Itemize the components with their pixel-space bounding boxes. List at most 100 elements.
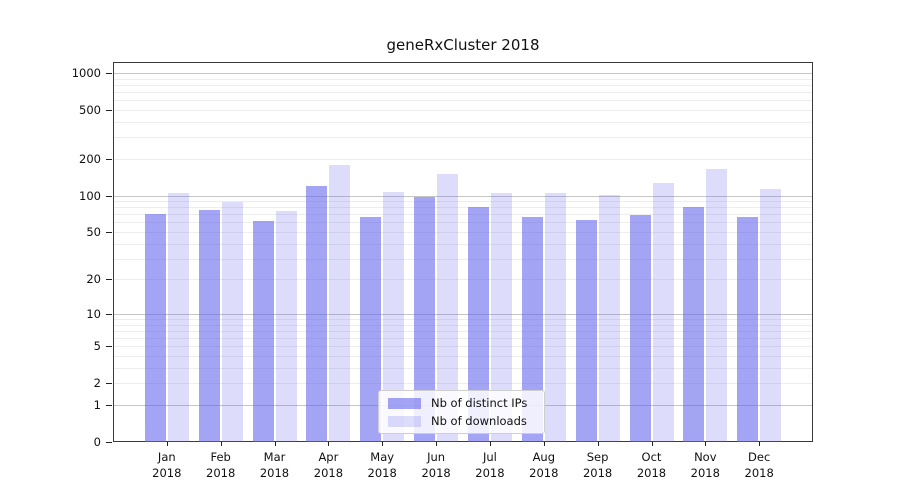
x-tick-mark (489, 442, 491, 446)
y-tick-label: 50 (86, 224, 101, 239)
minor-gridline (114, 330, 812, 332)
bar-downloads (490, 193, 512, 442)
minor-gridline (114, 319, 812, 321)
x-tick-label: Sep 2018 (582, 450, 613, 480)
bar-downloads (544, 192, 566, 442)
x-tick-mark (597, 442, 599, 446)
y-tick-label: 2 (93, 376, 101, 391)
bar-distinct-ips (198, 210, 220, 442)
minor-gridline (114, 92, 812, 94)
bar-distinct-ips (629, 215, 651, 442)
bar-downloads (221, 202, 243, 442)
bar-distinct-ips (575, 219, 597, 442)
bar-distinct-ips (252, 220, 274, 442)
y-tick-mark (106, 346, 112, 348)
x-tick-mark (436, 442, 438, 446)
minor-gridline (114, 100, 812, 102)
minor-gridline (114, 78, 812, 80)
minor-gridline (114, 279, 812, 281)
x-tick-mark (220, 442, 222, 446)
minor-gridline (114, 214, 812, 216)
x-tick-label: Nov 2018 (690, 450, 720, 480)
minor-gridline (114, 201, 812, 203)
bar-downloads (652, 183, 674, 442)
bar-distinct-ips (360, 217, 382, 442)
minor-gridline (114, 243, 812, 245)
bar-downloads (598, 195, 620, 442)
bar-distinct-ips (737, 216, 759, 442)
y-tick-label: 10 (86, 306, 101, 321)
x-tick-mark (651, 442, 653, 446)
y-tick-label: 5 (93, 339, 101, 354)
y-tick-mark (106, 313, 112, 315)
x-tick-label: Aug 2018 (529, 450, 559, 480)
x-tick-mark (759, 442, 761, 446)
legend-swatch-distinct-ips (388, 397, 421, 409)
y-tick-label: 20 (86, 272, 101, 287)
y-tick-mark (106, 404, 112, 406)
y-tick-mark (106, 195, 112, 197)
legend-label-downloads: Nb of downloads (431, 414, 527, 428)
minor-gridline (114, 346, 812, 348)
bar-downloads (706, 169, 728, 442)
y-tick-label: 500 (79, 102, 101, 117)
minor-gridline (114, 231, 812, 233)
x-tick-label: Jul 2018 (475, 450, 505, 480)
y-tick-mark (106, 231, 112, 233)
y-tick-mark (106, 383, 112, 385)
y-tick-mark (106, 158, 112, 160)
x-tick-label: Dec 2018 (744, 450, 774, 480)
x-tick-label: Jan 2018 (152, 450, 182, 480)
major-gridline (114, 195, 812, 197)
minor-gridline (114, 324, 812, 326)
y-tick-label: 0 (93, 435, 101, 449)
bar-downloads (383, 192, 405, 442)
bar-downloads (167, 193, 189, 442)
x-tick-label: Apr 2018 (313, 450, 344, 480)
x-tick-mark (705, 442, 707, 446)
bar-downloads (275, 211, 297, 442)
y-tick-mark (106, 442, 112, 443)
bar-downloads (437, 174, 459, 442)
minor-gridline (114, 84, 812, 86)
minor-gridline (114, 258, 812, 260)
legend-item-distinct-ips: Nb of distinct IPs (388, 396, 535, 410)
y-tick-label: 1 (93, 397, 101, 412)
plot-area (113, 62, 813, 442)
major-gridline (114, 73, 812, 74)
y-tick-mark (106, 109, 112, 111)
chart-title: geneRxCluster 2018 (386, 36, 540, 54)
legend-swatch-downloads (388, 415, 421, 427)
minor-gridline (114, 109, 812, 111)
legend-label-distinct-ips: Nb of distinct IPs (431, 396, 528, 410)
bar-distinct-ips (144, 213, 166, 442)
x-tick-mark (166, 442, 168, 446)
minor-gridline (114, 207, 812, 209)
y-tick-label: 200 (79, 151, 101, 166)
minor-gridline (114, 121, 812, 123)
x-tick-label: May 2018 (367, 450, 397, 480)
bar-distinct-ips (414, 197, 436, 442)
y-tick-mark (106, 73, 112, 74)
minor-gridline (114, 158, 812, 160)
bar-distinct-ips (683, 207, 705, 442)
x-tick-label: Jun 2018 (421, 450, 451, 480)
x-tick-label: Feb 2018 (206, 450, 236, 480)
minor-gridline (114, 383, 812, 385)
x-tick-label: Oct 2018 (636, 450, 667, 480)
major-gridline (114, 313, 812, 315)
x-tick-mark (328, 442, 330, 446)
minor-gridline (114, 367, 812, 369)
x-tick-mark (382, 442, 384, 446)
x-tick-label: Mar 2018 (259, 450, 290, 480)
x-tick-mark (274, 442, 276, 446)
minor-gridline (114, 356, 812, 358)
y-tick-label: 100 (79, 188, 101, 203)
bar-downloads (329, 164, 351, 442)
y-tick-label: 1000 (71, 66, 101, 80)
minor-gridline (114, 137, 812, 139)
minor-gridline (114, 338, 812, 340)
bar-distinct-ips (467, 206, 489, 442)
minor-gridline (114, 222, 812, 224)
